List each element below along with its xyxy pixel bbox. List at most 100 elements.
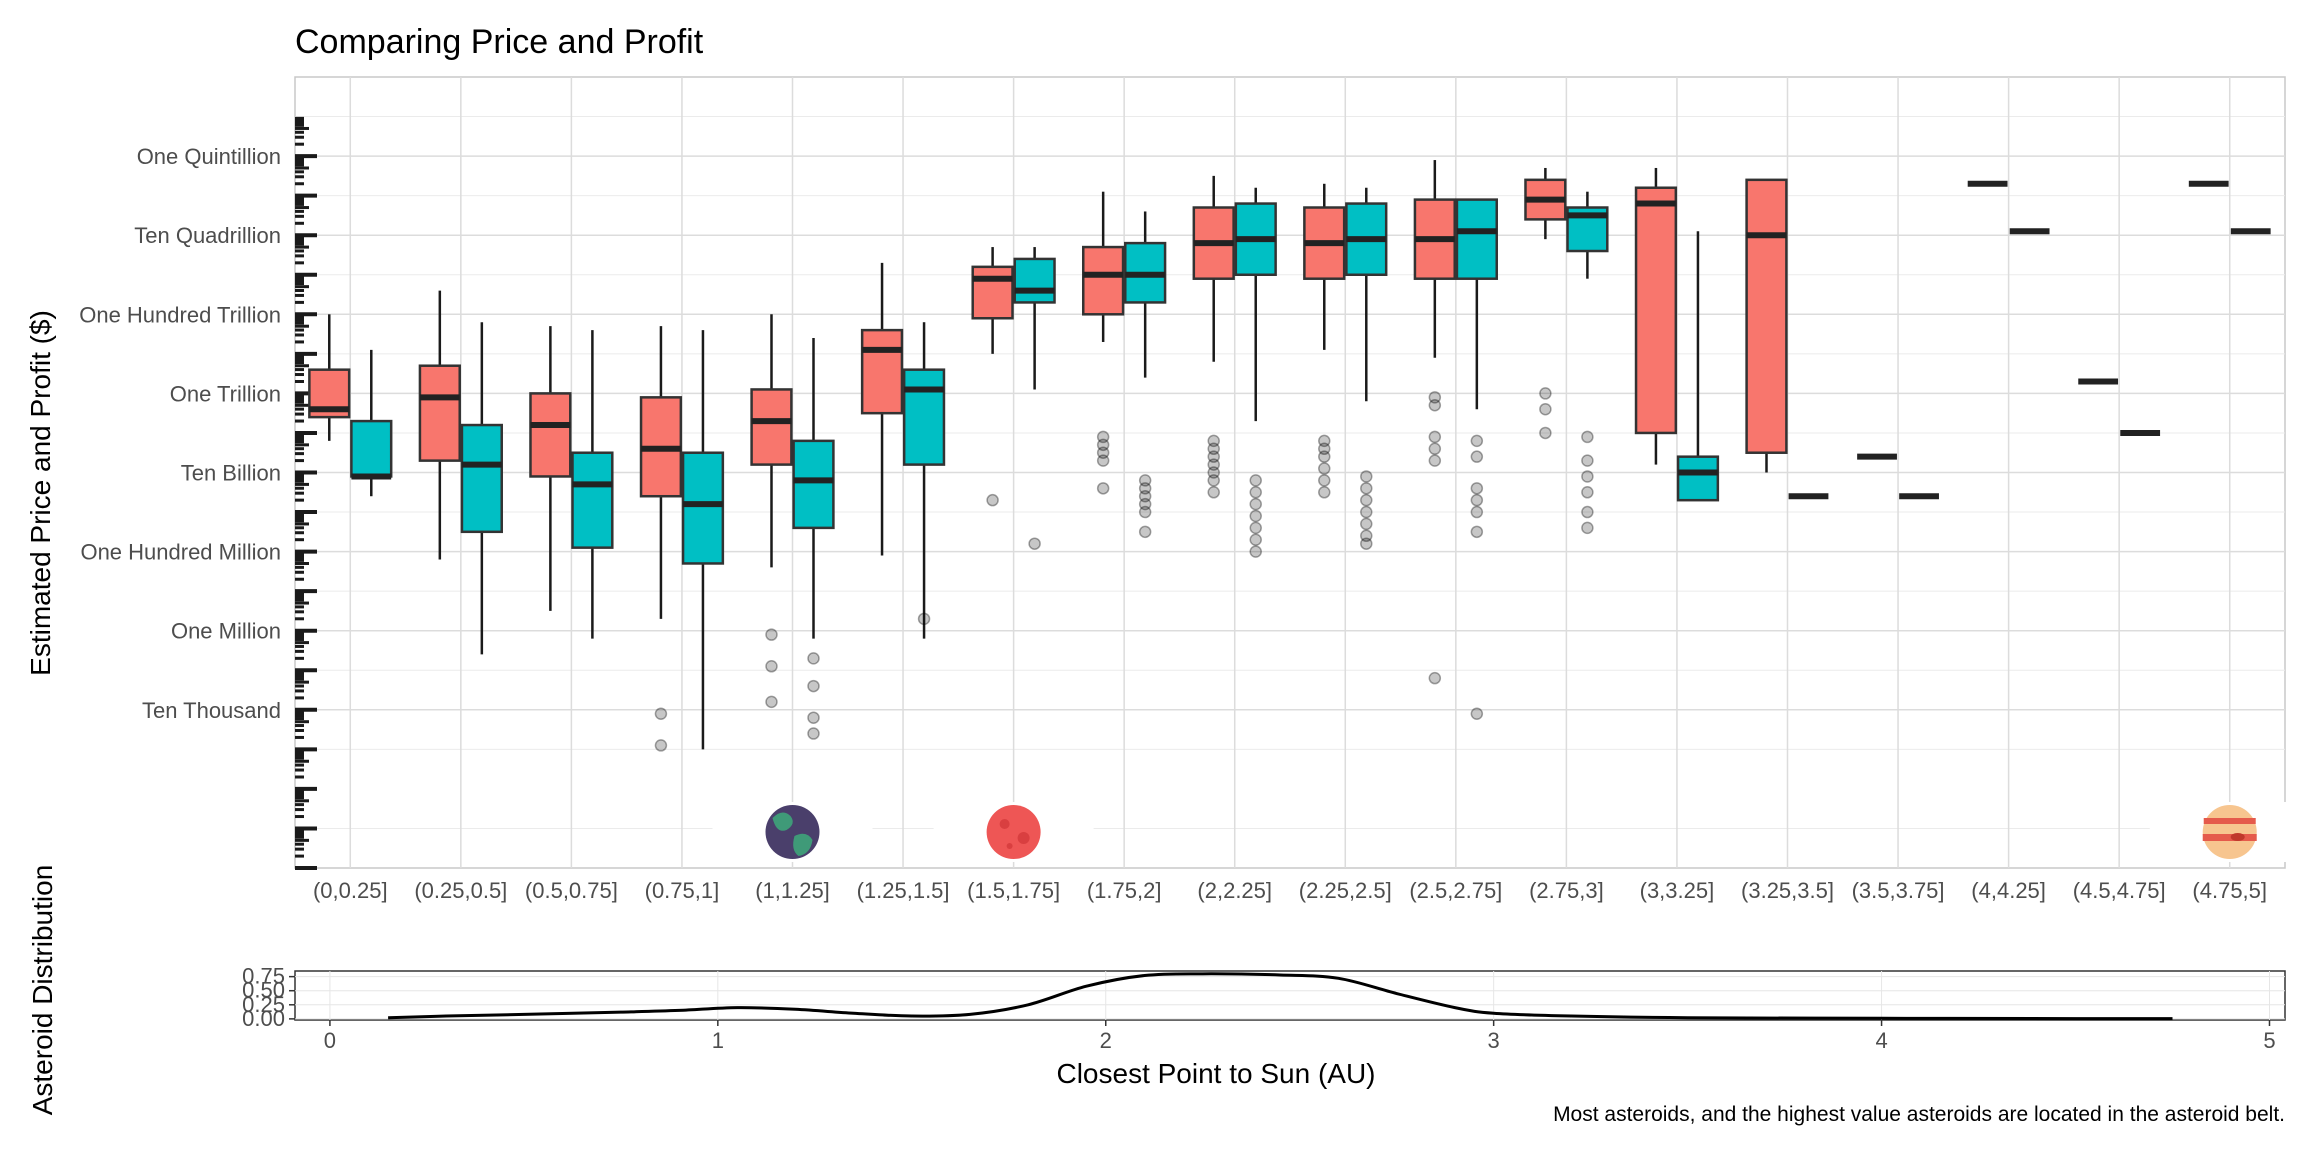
box xyxy=(794,441,834,528)
box xyxy=(752,389,792,464)
outlier-point xyxy=(1471,435,1482,446)
outlier-point xyxy=(655,740,666,751)
outlier-point xyxy=(1582,522,1593,533)
mars-disc xyxy=(987,805,1041,859)
x-category-label: (3.25,3.5] xyxy=(1741,878,1834,903)
box xyxy=(572,453,612,548)
y-tick-label: Ten Quadrillion xyxy=(134,223,281,248)
outlier-point xyxy=(1361,507,1372,518)
x-category-label: (2,2.25] xyxy=(1197,878,1272,903)
outlier-point xyxy=(808,653,819,664)
mars-icon xyxy=(934,802,1094,862)
outlier-point xyxy=(987,495,998,506)
y-tick-label: Ten Thousand xyxy=(142,698,281,723)
outlier-point xyxy=(1582,471,1593,482)
x-category-label: (0.25,0.5] xyxy=(414,878,507,903)
box xyxy=(1083,247,1123,314)
outlier-point xyxy=(655,708,666,719)
box xyxy=(530,393,570,476)
box xyxy=(1747,180,1787,453)
earth-ocean xyxy=(766,805,820,859)
outlier-point xyxy=(1429,673,1440,684)
outlier-point xyxy=(1250,534,1261,545)
outlier-point xyxy=(1319,451,1330,462)
x-category-label: (0,0.25] xyxy=(313,878,388,903)
y-axis-title: Estimated Price and Profit ($) xyxy=(25,310,56,676)
density-x-tick-label: 1 xyxy=(712,1028,724,1053)
y-tick-label: One Hundred Trillion xyxy=(79,302,281,327)
outlier-point xyxy=(1098,483,1109,494)
density-x-tick-label: 3 xyxy=(1488,1028,1500,1053)
x-category-label: (0.75,1] xyxy=(645,878,720,903)
x-category-label: (4.5,4.75] xyxy=(2073,878,2166,903)
density-x-tick-label: 4 xyxy=(1875,1028,1887,1053)
outlier-point xyxy=(766,629,777,640)
outlier-point xyxy=(1361,538,1372,549)
density-x-title: Closest Point to Sun (AU) xyxy=(1056,1058,1375,1089)
outlier-point xyxy=(766,661,777,672)
x-category-label: (3,3.25] xyxy=(1640,878,1715,903)
jupiter-spot xyxy=(2231,833,2245,841)
outlier-point xyxy=(808,728,819,739)
x-category-label: (1.75,2] xyxy=(1087,878,1162,903)
x-category-label: (1.25,1.5] xyxy=(857,878,950,903)
outlier-point xyxy=(1471,708,1482,719)
outlier-point xyxy=(1429,431,1440,442)
outlier-point xyxy=(1540,388,1551,399)
x-category-label: (4.75,5] xyxy=(2192,878,2267,903)
outlier-point xyxy=(1319,475,1330,486)
x-category-label: (2.5,2.75] xyxy=(1409,878,1502,903)
outlier-point xyxy=(1250,522,1261,533)
jupiter-band xyxy=(2204,818,2256,824)
caption: Most asteroids, and the highest value as… xyxy=(1553,1103,2285,1126)
y-tick-label: One Quintillion xyxy=(137,144,281,169)
outlier-point xyxy=(1361,495,1372,506)
outlier-point xyxy=(1319,487,1330,498)
outlier-point xyxy=(1429,455,1440,466)
x-category-label: (2.75,3] xyxy=(1529,878,1604,903)
jupiter-icon xyxy=(2150,802,2304,862)
outlier-point xyxy=(1029,538,1040,549)
box xyxy=(904,370,944,465)
density-y-title: Asteroid Distribution xyxy=(27,865,58,1116)
outlier-point xyxy=(1140,491,1151,502)
outlier-point xyxy=(1540,427,1551,438)
outlier-point xyxy=(1361,483,1372,494)
x-category-label: (1.5,1.75] xyxy=(967,878,1060,903)
outlier-point xyxy=(1582,455,1593,466)
density-x-tick-label: 0 xyxy=(324,1028,336,1053)
y-tick-label: One Million xyxy=(171,619,281,644)
y-tick-label: Ten Billion xyxy=(181,461,281,486)
y-axis-ticks: Ten Thousand One Million One Hundred Milli… xyxy=(79,118,317,868)
outlier-point xyxy=(766,696,777,707)
outlier-point xyxy=(1250,546,1261,557)
box xyxy=(420,366,460,461)
outlier-point xyxy=(1582,507,1593,518)
outlier-point xyxy=(1582,431,1593,442)
density-x-tick-label: 5 xyxy=(2263,1028,2275,1053)
box xyxy=(462,425,502,532)
box xyxy=(1457,200,1497,279)
outlier-point xyxy=(1250,511,1261,522)
outlier-point xyxy=(1319,463,1330,474)
box xyxy=(1678,457,1718,501)
y-tick-label: One Trillion xyxy=(170,381,281,406)
outlier-point xyxy=(1471,451,1482,462)
outlier-point xyxy=(1471,507,1482,518)
y-tick-label: One Hundred Million xyxy=(80,540,281,565)
mars-crater xyxy=(1000,819,1010,829)
outlier-point xyxy=(1208,475,1219,486)
box xyxy=(862,330,902,413)
density-y-tick-label: 0.75 xyxy=(242,964,285,989)
x-category-label: (0.5,0.75] xyxy=(525,878,618,903)
outlier-point xyxy=(1540,404,1551,415)
outlier-point xyxy=(1471,483,1482,494)
box xyxy=(973,267,1013,318)
outlier-point xyxy=(1582,487,1593,498)
jupiter-disc xyxy=(2203,805,2257,859)
outlier-point xyxy=(1471,526,1482,537)
x-category-label: (3.5,3.75] xyxy=(1852,878,1945,903)
outlier-point xyxy=(1250,475,1261,486)
